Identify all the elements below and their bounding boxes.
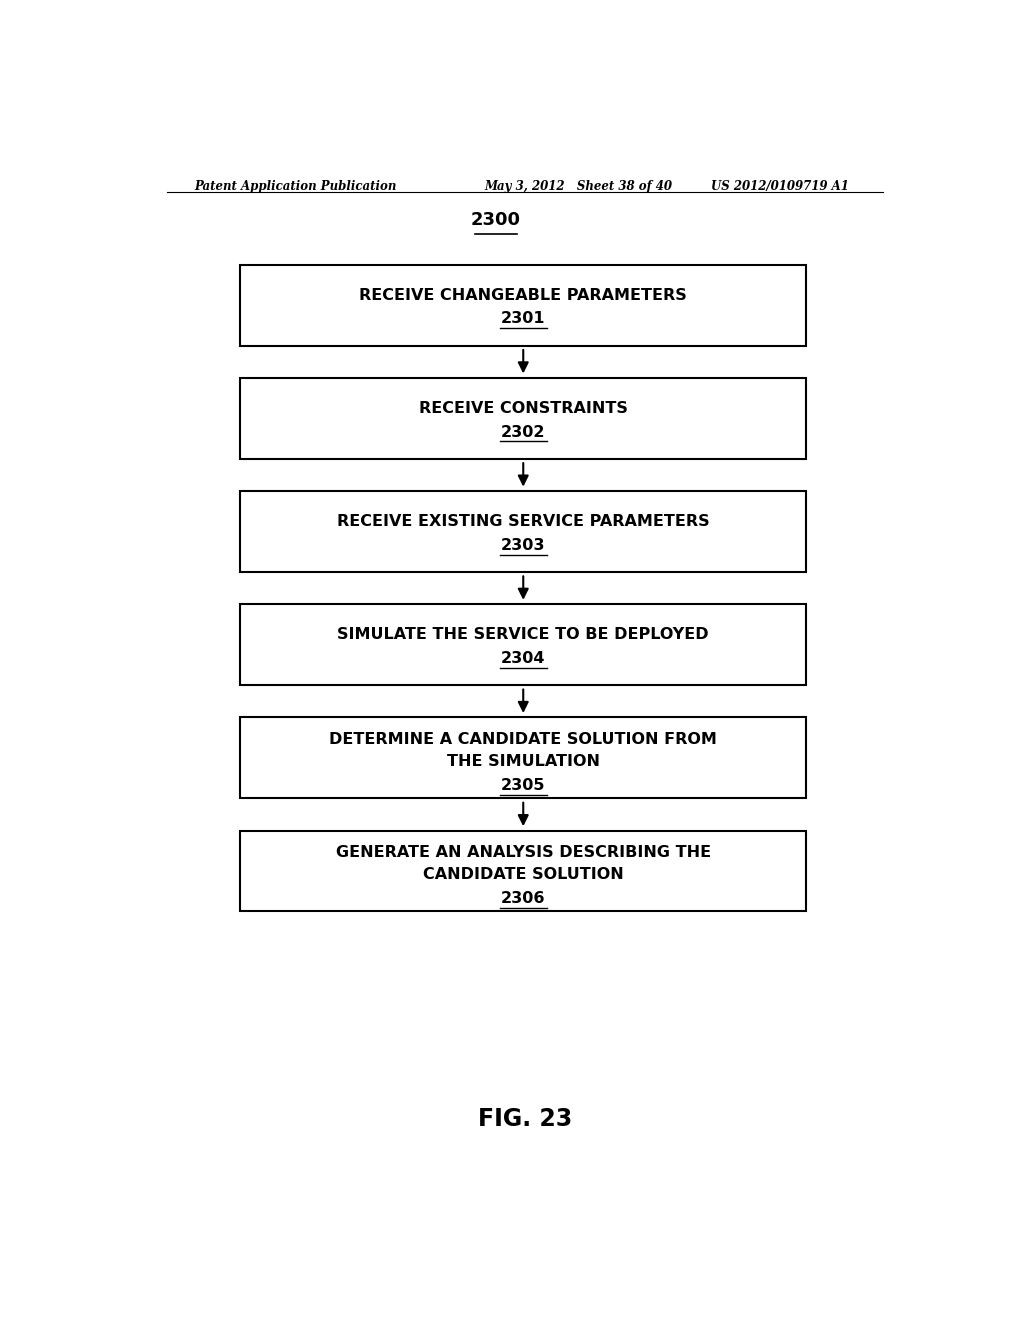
Text: 2304: 2304	[501, 651, 546, 667]
Bar	[241, 378, 806, 459]
Text: CANDIDATE SOLUTION: CANDIDATE SOLUTION	[423, 867, 624, 882]
Text: THE SIMULATION: THE SIMULATION	[446, 754, 600, 770]
Text: 2301: 2301	[501, 312, 546, 326]
Text: May 3, 2012   Sheet 38 of 40: May 3, 2012 Sheet 38 of 40	[484, 180, 673, 193]
Text: RECEIVE CHANGEABLE PARAMETERS: RECEIVE CHANGEABLE PARAMETERS	[359, 288, 687, 302]
Text: Patent Application Publication: Patent Application Publication	[194, 180, 396, 193]
Text: 2306: 2306	[501, 891, 546, 907]
Text: FIG. 23: FIG. 23	[477, 1107, 572, 1131]
Bar	[241, 718, 806, 799]
Bar	[241, 264, 806, 346]
Text: GENERATE AN ANALYSIS DESCRIBING THE: GENERATE AN ANALYSIS DESCRIBING THE	[336, 845, 711, 861]
Text: 2303: 2303	[501, 537, 546, 553]
Text: 2300: 2300	[471, 211, 521, 228]
Bar	[241, 605, 806, 685]
Text: US 2012/0109719 A1: US 2012/0109719 A1	[711, 180, 849, 193]
Text: SIMULATE THE SERVICE TO BE DEPLOYED: SIMULATE THE SERVICE TO BE DEPLOYED	[338, 627, 709, 642]
Text: RECEIVE CONSTRAINTS: RECEIVE CONSTRAINTS	[419, 401, 628, 416]
Text: DETERMINE A CANDIDATE SOLUTION FROM: DETERMINE A CANDIDATE SOLUTION FROM	[330, 731, 717, 747]
Text: 2305: 2305	[501, 777, 546, 793]
Text: 2302: 2302	[501, 425, 546, 440]
Bar	[241, 830, 806, 912]
Text: RECEIVE EXISTING SERVICE PARAMETERS: RECEIVE EXISTING SERVICE PARAMETERS	[337, 513, 710, 529]
Bar	[241, 491, 806, 572]
